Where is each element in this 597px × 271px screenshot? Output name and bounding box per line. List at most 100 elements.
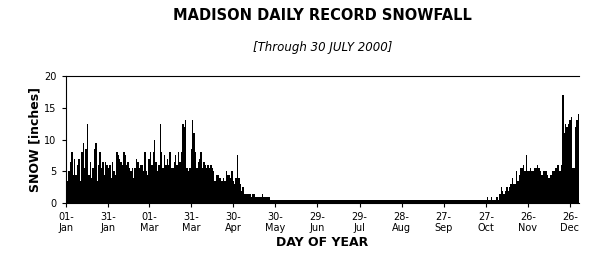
Bar [327,200,328,203]
Bar [556,165,558,203]
Bar [463,200,464,203]
Bar [239,184,241,203]
Bar [451,200,453,203]
Bar [592,152,593,203]
Bar [457,200,458,203]
Bar [338,200,339,203]
Bar [538,168,540,203]
Bar [564,133,565,203]
Bar [432,200,433,203]
Bar [512,178,513,203]
Bar [446,200,447,203]
Bar [430,200,432,203]
Bar [332,200,334,203]
Bar [384,200,386,203]
Bar [408,200,410,203]
Bar [367,200,369,203]
Bar [192,120,193,203]
Bar [250,194,251,203]
Bar [119,159,121,203]
Bar [543,172,544,203]
Bar [565,124,567,203]
Bar [324,200,325,203]
Bar [66,146,67,203]
Bar [242,187,244,203]
Bar [258,197,259,203]
Bar [318,200,319,203]
Bar [589,162,590,203]
Bar [450,200,451,203]
Bar [343,200,345,203]
Bar [98,165,99,203]
Bar [429,200,430,203]
X-axis label: DAY OF YEAR: DAY OF YEAR [276,236,368,249]
Bar [139,168,140,203]
Bar [506,187,507,203]
Bar [185,120,186,203]
Bar [186,168,187,203]
Bar [487,197,488,203]
Bar [88,175,90,203]
Bar [257,197,258,203]
Bar [509,187,510,203]
Bar [475,200,476,203]
Bar [216,175,217,203]
Bar [158,165,159,203]
Bar [296,200,297,203]
Bar [345,200,346,203]
Bar [110,178,112,203]
Bar [516,172,518,203]
Bar [173,168,174,203]
Bar [552,172,554,203]
Bar [298,200,300,203]
Bar [488,200,490,203]
Bar [210,165,211,203]
Bar [448,200,450,203]
Bar [587,152,589,203]
Bar [383,200,384,203]
Bar [325,200,327,203]
Bar [555,168,556,203]
Bar [527,172,528,203]
Bar [311,200,313,203]
Bar [167,159,168,203]
Bar [321,200,322,203]
Bar [153,152,154,203]
Bar [226,172,227,203]
Bar [575,127,576,203]
Bar [558,165,559,203]
Bar [376,200,377,203]
Bar [420,200,422,203]
Bar [283,200,285,203]
Bar [391,200,392,203]
Bar [353,200,355,203]
Bar [386,200,387,203]
Bar [541,175,543,203]
Bar [127,162,129,203]
Bar [485,200,487,203]
Bar [572,168,574,203]
Bar [584,168,586,203]
Bar [339,200,341,203]
Bar [241,191,242,203]
Bar [495,200,496,203]
Bar [336,200,338,203]
Bar [129,168,130,203]
Bar [155,162,157,203]
Bar [443,200,444,203]
Bar [233,181,234,203]
Bar [151,165,153,203]
Bar [177,165,178,203]
Bar [567,127,568,203]
Bar [95,143,97,203]
Bar [378,200,380,203]
Bar [317,200,318,203]
Bar [203,162,205,203]
Bar [266,197,267,203]
Bar [126,165,127,203]
Bar [547,175,548,203]
Bar [583,168,584,203]
Bar [77,165,78,203]
Bar [435,200,436,203]
Bar [182,124,183,203]
